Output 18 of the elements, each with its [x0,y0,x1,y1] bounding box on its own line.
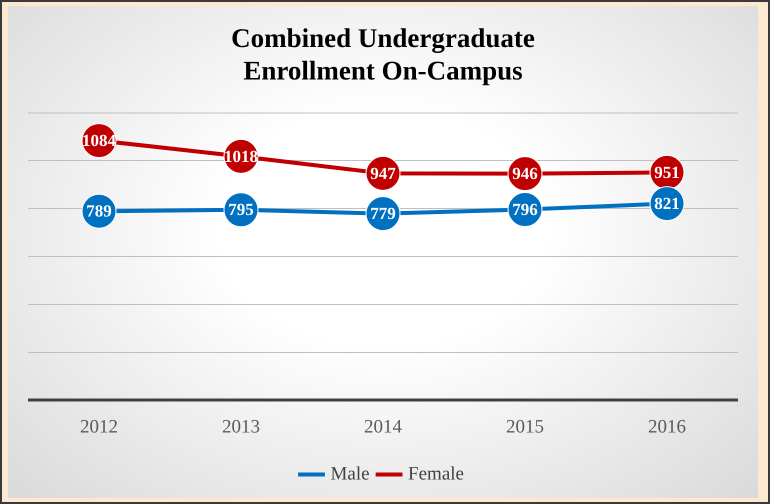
x-tick-label: 2012 [80,416,118,438]
x-tick-label: 2015 [506,416,544,438]
legend-label: Male [330,463,370,484]
data-label: 1018 [224,146,258,166]
data-label: 951 [654,162,680,182]
data-label: 821 [654,194,680,213]
x-tick-label: 2014 [364,416,402,438]
data-label: 946 [512,164,538,184]
data-label: 795 [228,200,254,220]
legend-label: Female [408,463,464,484]
data-label: 796 [512,200,538,219]
x-tick-label: 2016 [648,416,686,438]
x-tick-label: 2013 [222,416,260,438]
data-label: 779 [370,204,396,224]
data-label: 789 [86,202,112,221]
data-label: 1084 [82,130,116,150]
data-label: 947 [370,164,396,183]
chart-title: Combined Undergraduate Enrollment On-Campus [231,23,535,86]
